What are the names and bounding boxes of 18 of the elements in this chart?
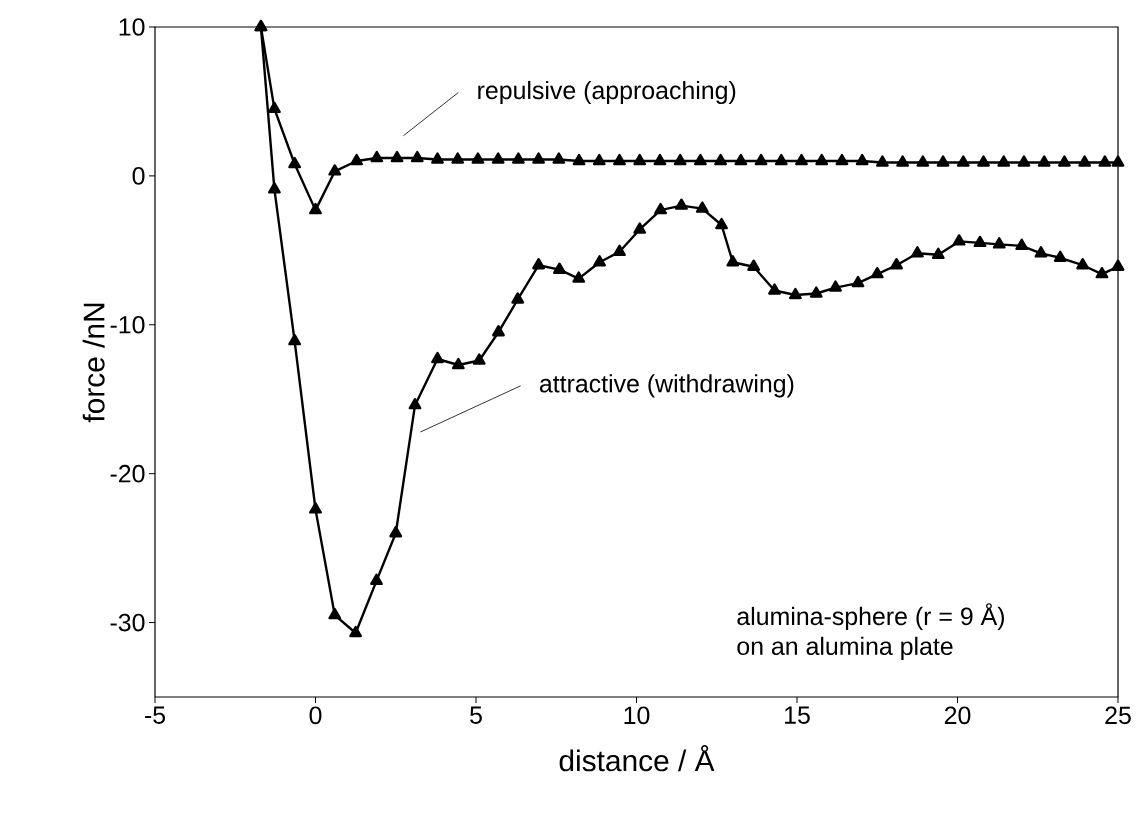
- x-tick-label: 10: [624, 706, 650, 725]
- annotation: repulsive (approaching): [478, 80, 736, 105]
- y-tick-label: -30: [110, 613, 145, 632]
- y-tick-label: -10: [110, 315, 145, 334]
- y-tick-label: 0: [132, 167, 145, 185]
- y-tick-label: 10: [119, 18, 145, 36]
- annotation: alumina-sphere (r = 9 Å): [737, 603, 1004, 631]
- x-tick-label: 25: [1105, 706, 1131, 725]
- x-tick-label: 0: [309, 706, 322, 725]
- y-tick-label: -20: [110, 464, 145, 483]
- x-tick-label: 5: [470, 706, 482, 724]
- annotation: attractive (withdrawing): [539, 374, 794, 398]
- x-axis-title: distance / Å: [559, 745, 715, 772]
- y-axis-title: force /nN: [82, 303, 105, 423]
- x-tick-label: 15: [785, 706, 810, 724]
- x-tick-label: -5: [145, 706, 166, 724]
- annotation: on an alumina plate: [737, 636, 953, 660]
- x-tick-label: 20: [944, 706, 971, 725]
